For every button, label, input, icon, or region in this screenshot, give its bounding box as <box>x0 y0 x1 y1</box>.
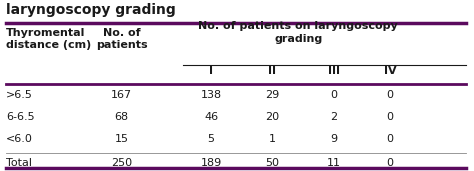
Text: 0: 0 <box>387 134 393 144</box>
Text: 250: 250 <box>111 157 132 168</box>
Text: >6.5: >6.5 <box>6 90 33 100</box>
Text: 50: 50 <box>265 157 279 168</box>
Text: 5: 5 <box>208 134 215 144</box>
Text: 0: 0 <box>387 157 393 168</box>
Text: 20: 20 <box>265 112 279 122</box>
Text: 138: 138 <box>201 90 222 100</box>
Text: 0: 0 <box>330 90 337 100</box>
Text: III: III <box>328 66 339 76</box>
Text: 0: 0 <box>387 112 393 122</box>
Text: Total: Total <box>6 157 32 168</box>
Text: 1: 1 <box>269 134 276 144</box>
Text: 11: 11 <box>327 157 341 168</box>
Text: IV: IV <box>384 66 396 76</box>
Text: 167: 167 <box>111 90 132 100</box>
Text: 68: 68 <box>115 112 128 122</box>
Text: Thyromental
distance (cm): Thyromental distance (cm) <box>6 28 91 50</box>
Text: 6-6.5: 6-6.5 <box>6 112 35 122</box>
Text: 15: 15 <box>115 134 128 144</box>
Text: 189: 189 <box>201 157 222 168</box>
Text: 29: 29 <box>265 90 280 100</box>
Text: <6.0: <6.0 <box>6 134 33 144</box>
Text: No. of
patients: No. of patients <box>96 28 147 50</box>
Text: I: I <box>209 66 213 76</box>
Text: II: II <box>268 66 276 76</box>
Text: 46: 46 <box>204 112 218 122</box>
Text: 0: 0 <box>387 90 393 100</box>
Text: No. of patients on laryngoscopy
grading: No. of patients on laryngoscopy grading <box>199 21 398 44</box>
Text: 9: 9 <box>330 134 337 144</box>
Text: laryngoscopy grading: laryngoscopy grading <box>6 3 176 17</box>
Text: 2: 2 <box>330 112 337 122</box>
